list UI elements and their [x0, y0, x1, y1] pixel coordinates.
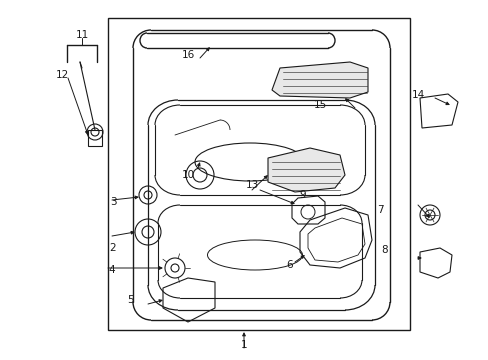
- Text: 1: 1: [240, 340, 247, 350]
- Text: 16: 16: [181, 50, 194, 60]
- Text: 3: 3: [109, 197, 116, 207]
- Text: 7: 7: [376, 205, 383, 215]
- Text: 5: 5: [126, 295, 133, 305]
- Text: 13: 13: [245, 180, 258, 190]
- Text: 10: 10: [181, 170, 194, 180]
- Text: 2: 2: [109, 243, 116, 253]
- Text: 11: 11: [75, 30, 88, 40]
- Text: 4: 4: [108, 265, 115, 275]
- Text: 14: 14: [410, 90, 424, 100]
- Polygon shape: [271, 62, 367, 98]
- Text: 8: 8: [381, 245, 387, 255]
- Text: 6: 6: [286, 260, 293, 270]
- Text: 12: 12: [55, 70, 68, 80]
- Text: 15: 15: [313, 100, 326, 110]
- Polygon shape: [267, 148, 345, 192]
- Text: 9: 9: [299, 190, 305, 200]
